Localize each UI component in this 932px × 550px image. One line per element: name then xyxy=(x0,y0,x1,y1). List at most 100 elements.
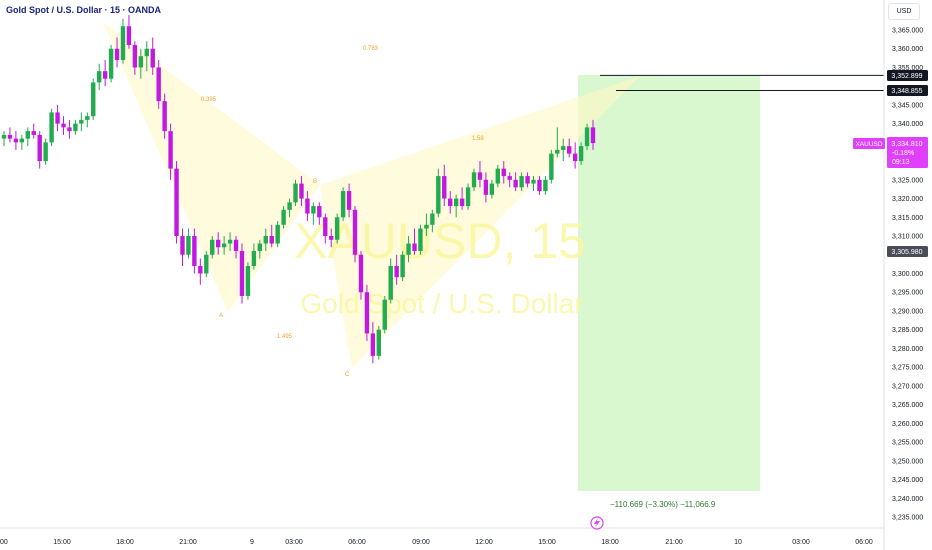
candle-body xyxy=(204,254,209,274)
time-axis[interactable]: 00 15:00 18:00 21:00 9 03:00 06:00 09:00 12:00 15… xyxy=(0,539,873,546)
time-tick-label: 10 xyxy=(734,539,742,546)
candle-body xyxy=(281,209,286,225)
candle-body xyxy=(186,236,191,255)
candle-body xyxy=(525,176,530,184)
candle-body xyxy=(442,176,447,199)
candle-body xyxy=(489,183,495,195)
price-tick-label: 3,295.000 xyxy=(892,290,923,297)
candle-body xyxy=(507,176,512,180)
candle-body xyxy=(543,179,548,192)
price-tick-label: 3,255.000 xyxy=(892,440,923,447)
candle-body xyxy=(120,26,126,60)
candle-body xyxy=(210,239,215,255)
time-tick-label: 03:00 xyxy=(792,539,810,546)
current-price-tag: XAUUSD 3,334.810 -0.18% 09:13 xyxy=(853,137,928,168)
price-tick-label: 3,365.000 xyxy=(892,28,923,35)
time-tick-label: 06:00 xyxy=(348,539,366,546)
candle-body xyxy=(340,191,346,218)
target-zone xyxy=(578,75,760,491)
price-tick-label: 3,360.000 xyxy=(892,46,923,53)
candle-body xyxy=(495,168,501,184)
candle-body xyxy=(572,153,578,162)
price-tick-label: 3,235.000 xyxy=(892,514,923,521)
price-tick-label: 3,315.000 xyxy=(892,215,923,222)
candle-body xyxy=(162,101,167,132)
time-tick-label: 21:00 xyxy=(179,539,197,546)
candle-body xyxy=(257,243,263,252)
candle-body xyxy=(382,299,387,330)
candle-body xyxy=(263,236,268,244)
candle-body xyxy=(448,198,453,207)
candle-body xyxy=(549,153,554,180)
price-tag-price: 3,334.810 xyxy=(891,141,922,148)
candle-body xyxy=(144,48,149,57)
candle-body xyxy=(19,138,25,143)
candle-body xyxy=(227,239,233,244)
candle-body xyxy=(73,123,78,132)
candle-body xyxy=(269,236,274,244)
time-tick-label: 18:00 xyxy=(116,539,134,546)
level-tag-2: 3,348.855 xyxy=(887,85,928,96)
point-label-a: A xyxy=(219,313,223,319)
candle-body xyxy=(102,71,108,79)
candle-body xyxy=(96,71,102,83)
time-tick-label: 09:00 xyxy=(412,539,430,546)
candle-body xyxy=(299,183,304,199)
candle-body xyxy=(132,44,138,68)
candle-body xyxy=(91,82,96,117)
price-tick-label: 3,250.000 xyxy=(892,458,923,465)
candle-body xyxy=(221,243,227,248)
price-axis[interactable]: 3,365.000 3,360.000 3,355.000 3,345.000 3,34… xyxy=(892,28,923,522)
candle-body xyxy=(406,243,411,255)
price-tick-label: 3,245.000 xyxy=(892,477,923,484)
candle-body xyxy=(37,134,42,162)
candle-body xyxy=(317,206,322,218)
candle-body xyxy=(400,254,405,278)
price-tick-label: 3,340.000 xyxy=(892,121,923,128)
candle-body xyxy=(364,292,370,334)
candle-body xyxy=(156,67,161,102)
price-tick-label: 3,345.000 xyxy=(892,102,923,109)
candle-body xyxy=(61,123,66,128)
candle-body xyxy=(453,198,459,207)
lightning-icon[interactable] xyxy=(590,516,604,530)
candle-body xyxy=(251,251,257,266)
candle-body xyxy=(477,172,483,180)
time-tick-label: 00 xyxy=(0,539,8,546)
candle-body xyxy=(352,209,358,255)
time-tick-label: 15:00 xyxy=(53,539,71,546)
price-tick-label: 3,320.000 xyxy=(892,196,923,203)
svg-text:3,348.855: 3,348.855 xyxy=(891,88,922,95)
candle-body xyxy=(501,168,506,177)
candle-body xyxy=(412,243,417,252)
candle-body xyxy=(537,179,542,192)
candle-body xyxy=(578,146,584,162)
candle-body xyxy=(126,26,132,45)
candle-body xyxy=(150,48,155,68)
currency-button[interactable]: USD xyxy=(888,3,920,20)
candle-body xyxy=(555,149,560,154)
time-tick-label: 12:00 xyxy=(475,539,493,546)
watermark-name: Gold Spot / U.S. Dollar xyxy=(300,288,583,319)
candle-body xyxy=(584,127,590,147)
candle-body xyxy=(55,112,60,124)
candle-body xyxy=(85,116,90,120)
time-tick-label: 18:00 xyxy=(601,539,619,546)
ratio-label-0395: 0.395 xyxy=(201,97,217,103)
price-tick-label: 3,280.000 xyxy=(892,346,923,353)
price-tag-symbol: XAUUSD xyxy=(855,141,882,148)
price-tick-label: 3,310.000 xyxy=(892,234,923,241)
candle-body xyxy=(168,131,173,169)
candle-body xyxy=(31,131,36,135)
price-tick-label: 3,275.000 xyxy=(892,365,923,372)
candle-body xyxy=(329,236,334,240)
candle-body xyxy=(311,206,316,214)
candles xyxy=(1,15,596,364)
point-label-c: C xyxy=(345,372,350,378)
candle-body xyxy=(531,179,536,184)
symbol-title[interactable]: Gold Spot / U.S. Dollar · 15 · OANDA xyxy=(6,5,162,15)
level-lines xyxy=(600,74,884,91)
price-tick-label: 3,325.000 xyxy=(892,177,923,184)
time-tick-label: 03:00 xyxy=(285,539,303,546)
